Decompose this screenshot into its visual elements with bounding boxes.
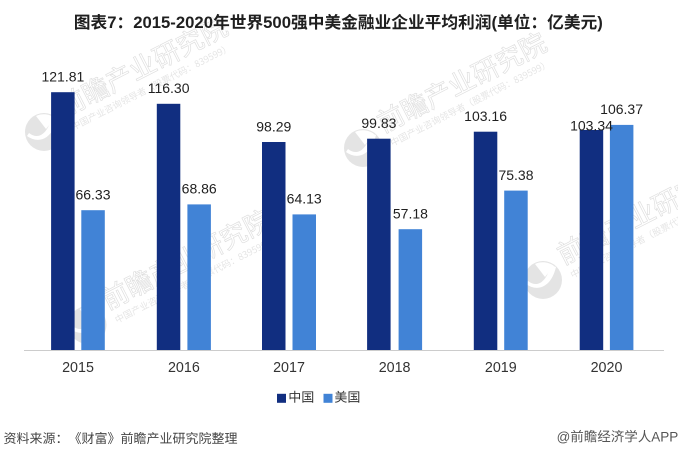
svg-text:98.29: 98.29 xyxy=(256,118,291,134)
svg-text:68.86: 68.86 xyxy=(182,181,217,197)
svg-text:57.18: 57.18 xyxy=(393,206,428,222)
svg-text:(: ( xyxy=(491,13,497,32)
svg-text:66.33: 66.33 xyxy=(75,187,110,203)
svg-text:103.34: 103.34 xyxy=(570,118,613,134)
svg-text:APP: APP xyxy=(651,429,678,444)
svg-text:2018: 2018 xyxy=(379,360,411,376)
svg-text:2019: 2019 xyxy=(485,360,517,376)
svg-text:121.81: 121.81 xyxy=(41,69,84,85)
svg-text:2020: 2020 xyxy=(591,360,623,376)
svg-text:@: @ xyxy=(557,429,571,444)
svg-text:75.38: 75.38 xyxy=(498,167,533,183)
svg-text:2017: 2017 xyxy=(273,360,305,376)
svg-text:2016: 2016 xyxy=(168,360,200,376)
svg-text:99.83: 99.83 xyxy=(361,115,396,131)
svg-text:7: 7 xyxy=(107,13,116,32)
svg-text:2015-2020: 2015-2020 xyxy=(133,13,213,32)
svg-text:64.13: 64.13 xyxy=(287,191,322,207)
svg-text:500: 500 xyxy=(263,13,291,32)
svg-text:106.37: 106.37 xyxy=(600,101,643,117)
svg-text:): ) xyxy=(597,13,603,32)
svg-text:116.30: 116.30 xyxy=(148,80,190,96)
svg-text:2015: 2015 xyxy=(62,360,94,376)
svg-text:103.16: 103.16 xyxy=(464,108,507,124)
